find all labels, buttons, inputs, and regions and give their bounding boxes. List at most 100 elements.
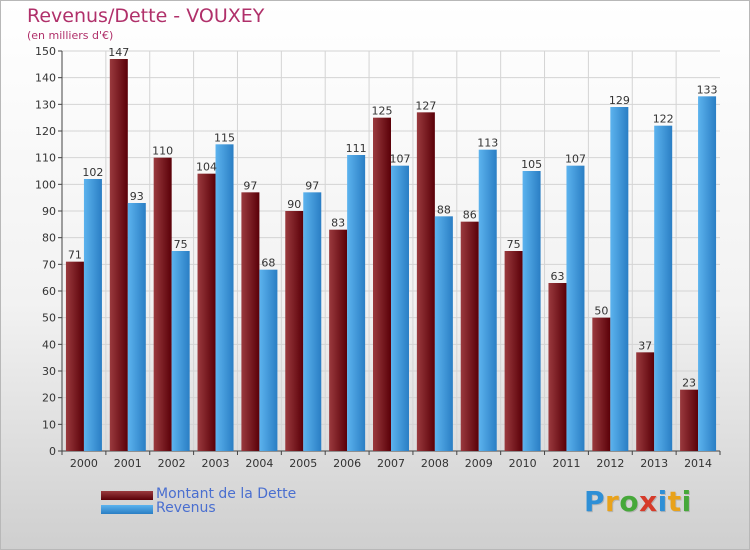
bar-revenus — [303, 192, 322, 452]
data-label-dette: 37 — [638, 339, 652, 352]
bar-revenus — [566, 165, 585, 451]
data-label-dette: 71 — [68, 249, 82, 262]
x-tick-label: 2008 — [421, 457, 449, 470]
data-label-dette: 86 — [463, 209, 477, 222]
bar-dette — [153, 157, 172, 451]
data-label-dette: 23 — [682, 377, 696, 390]
bar-dette — [197, 173, 216, 451]
y-tick-label: 0 — [49, 445, 56, 458]
data-label-revenus: 93 — [130, 190, 144, 203]
logo-letter: P — [584, 485, 606, 518]
y-tick-label: 20 — [42, 392, 56, 405]
legend-label-revenus: Revenus — [156, 500, 216, 516]
chart-title: Revenus/Dette - VOUXEY — [27, 5, 265, 27]
data-label-revenus: 113 — [477, 137, 498, 150]
bar-revenus — [610, 107, 629, 451]
data-label-dette: 147 — [108, 46, 129, 59]
x-tick-label: 2002 — [158, 457, 186, 470]
data-labels: 71 102 147 93 110 75 104 115 97 68 90 97 83 111 125 107… — [68, 46, 718, 390]
data-label-revenus: 122 — [653, 113, 674, 126]
bar-revenus — [259, 269, 278, 451]
chart-subtitle: (en milliers d'€) — [27, 29, 114, 42]
data-label-dette: 104 — [196, 161, 217, 174]
data-label-revenus: 111 — [346, 142, 367, 155]
y-tick-label: 70 — [42, 258, 56, 271]
bar-dette — [548, 283, 567, 451]
bar-dette — [241, 192, 260, 452]
y-tick-label: 90 — [42, 205, 56, 218]
y-tick-label: 120 — [35, 125, 56, 138]
legend-swatch-dette — [101, 491, 153, 500]
logo-letter: o — [619, 485, 640, 518]
data-label-revenus: 115 — [214, 131, 235, 144]
bar-revenus — [215, 144, 234, 452]
x-tick-label: 2010 — [509, 457, 537, 470]
data-label-revenus: 102 — [82, 166, 103, 179]
data-label-dette: 50 — [594, 305, 608, 318]
x-tick-label: 2014 — [684, 457, 712, 470]
y-tick-label: 130 — [35, 98, 56, 111]
bars — [65, 59, 717, 452]
axes: 0 10 20 30 40 50 60 70 80 90 100 110 120 130 140 150 200… — [35, 45, 721, 470]
bar-revenus — [654, 125, 673, 452]
bar-revenus — [522, 171, 541, 451]
x-tick-label: 2006 — [333, 457, 361, 470]
bar-dette — [65, 261, 84, 451]
bar-revenus — [83, 179, 102, 451]
y-tick-label: 140 — [35, 72, 56, 85]
logo-letter: x — [639, 485, 658, 518]
x-tick-label: 2012 — [596, 457, 624, 470]
bar-revenus — [171, 251, 190, 451]
x-tick-label: 2005 — [289, 457, 317, 470]
y-tick-label: 80 — [42, 232, 56, 245]
data-label-dette: 90 — [287, 198, 301, 211]
data-label-revenus: 107 — [565, 153, 586, 166]
bar-dette — [680, 389, 699, 451]
y-tick-label: 110 — [35, 152, 56, 165]
x-tick-label: 2007 — [377, 457, 405, 470]
data-label-dette: 97 — [243, 179, 257, 192]
bar-dette — [373, 117, 391, 452]
x-tick-label: 2004 — [245, 457, 273, 470]
data-label-dette: 63 — [550, 270, 564, 283]
bar-dette — [416, 112, 435, 451]
bar-revenus — [347, 155, 366, 451]
bar-dette — [592, 317, 611, 451]
x-tick-label: 2011 — [552, 457, 580, 470]
y-tick-label: 30 — [42, 365, 56, 378]
y-tick-label: 100 — [35, 178, 56, 191]
data-label-dette: 75 — [507, 238, 521, 251]
y-tick-label: 10 — [42, 418, 56, 431]
bar-revenus — [698, 96, 717, 451]
bar-dette — [636, 352, 655, 451]
y-tick-label: 50 — [42, 312, 56, 325]
y-tick-label: 150 — [35, 45, 56, 58]
logo-letter: i — [657, 485, 668, 518]
data-label-revenus: 133 — [697, 83, 718, 96]
x-tick-label: 2009 — [465, 457, 493, 470]
bar-revenus — [127, 203, 146, 451]
data-label-revenus: 68 — [261, 257, 275, 270]
y-tick-label: 40 — [42, 338, 56, 351]
bar-dette — [285, 211, 304, 451]
bar-dette — [504, 251, 523, 451]
data-label-revenus: 88 — [437, 203, 451, 216]
logo-letter: i — [681, 485, 692, 518]
logo-letter: r — [605, 485, 620, 518]
bar-revenus — [478, 149, 497, 451]
bar-revenus — [391, 165, 409, 451]
x-tick-label: 2003 — [202, 457, 230, 470]
data-label-dette: 83 — [331, 217, 345, 230]
logo-letter: t — [667, 485, 682, 518]
data-label-revenus: 107 — [390, 153, 411, 166]
data-label-dette: 110 — [152, 145, 173, 158]
data-label-revenus: 75 — [174, 238, 188, 251]
data-label-revenus: 97 — [305, 179, 319, 192]
bar-dette — [109, 59, 128, 451]
proxiti-logo: Proxiti — [584, 485, 692, 518]
legend-label-dette: Montant de la Dette — [156, 486, 297, 502]
bar-dette — [329, 229, 348, 451]
x-tick-label: 2001 — [114, 457, 142, 470]
y-tick-label: 60 — [42, 285, 56, 298]
